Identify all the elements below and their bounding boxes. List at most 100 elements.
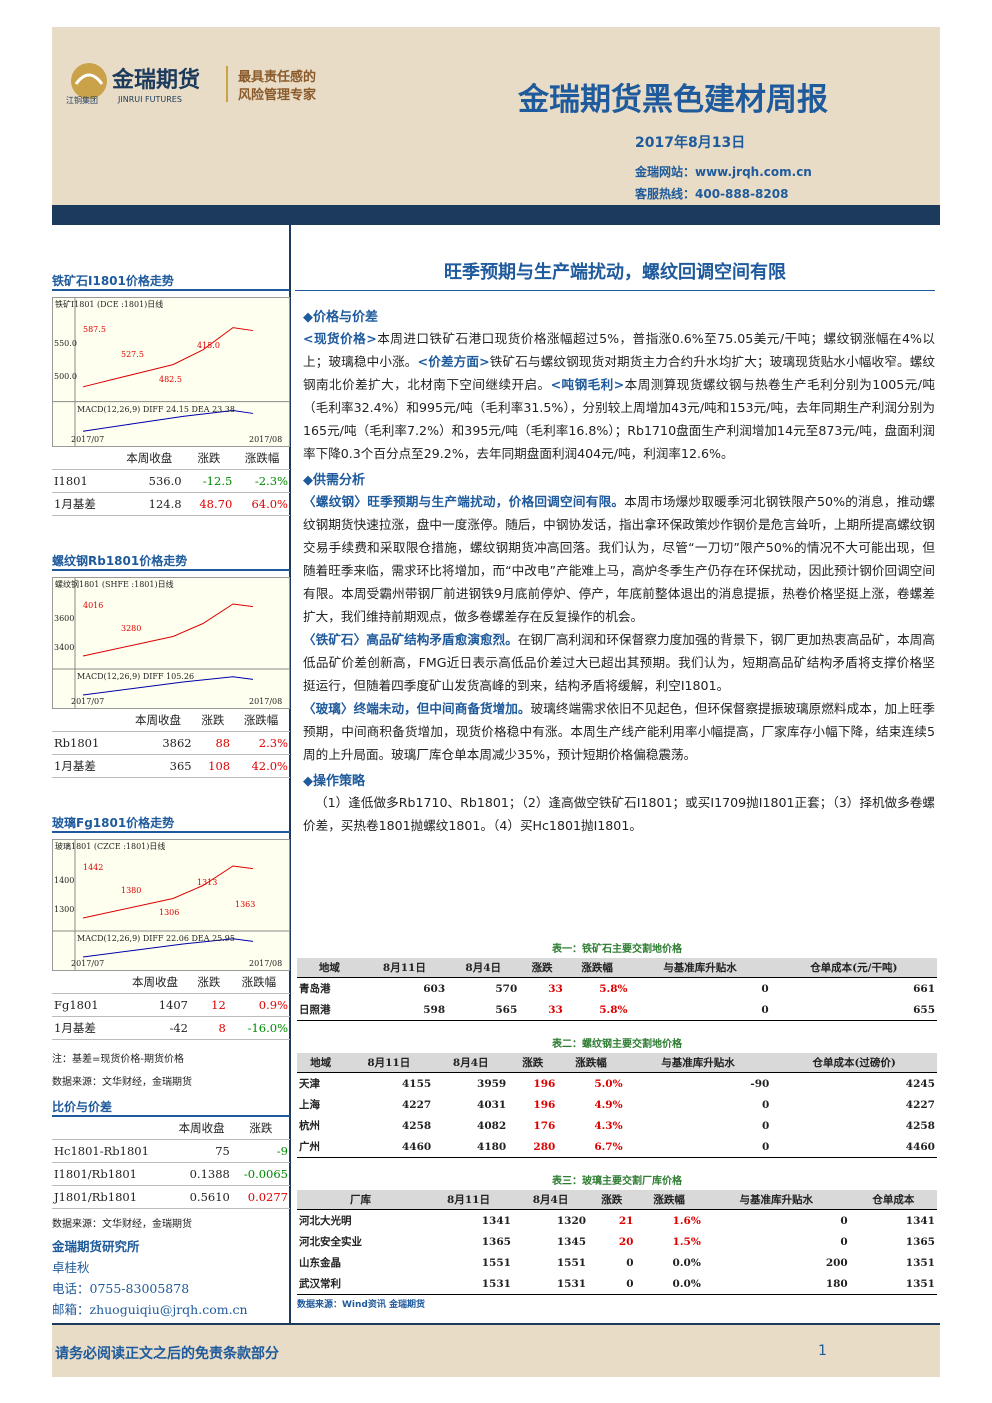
data-table: 厂库 8月11日 8月4日 涨跌 涨跌幅 与基准库升贴水 仓单成本 河北大光明 1341 1320…	[297, 1190, 937, 1295]
cell: 196	[533, 1077, 556, 1090]
text: 玻璃终端需求依旧不见起色，但环保督察提振玻璃原燃料成本，加上旺季预期，中间商积备…	[303, 701, 936, 762]
row: 河北大光明 1341 1320 21 1.6% 0 1341	[297, 1210, 937, 1232]
date: 2017年8月13日	[635, 135, 746, 151]
cell: 200	[825, 1256, 848, 1269]
cell: 0	[588, 1273, 636, 1295]
panel-title: 螺纹钢Rb1801价格走势	[52, 552, 290, 571]
cell: 661	[913, 982, 935, 995]
column-header: 8月11日	[344, 1053, 434, 1073]
cell: 33	[519, 999, 565, 1021]
text: （1）逢低做多Rb1710、Rb1801；（2）逢高做空铁矿石I1801；或买I…	[303, 795, 935, 833]
column-header: 仓单成本	[849, 1190, 937, 1210]
cell: 1365	[905, 1235, 935, 1248]
cell: 108	[193, 754, 233, 778]
cell: 536.0	[114, 469, 184, 493]
column-header: 仓单成本(元/干吨)	[770, 958, 937, 978]
value-label: 1313	[197, 877, 218, 887]
cell: 1531	[512, 1273, 589, 1295]
emphasis: 〈玻璃〉终端未动，但中间商备货增加。	[303, 701, 531, 716]
cell: 武汉常利	[297, 1273, 425, 1295]
column-header: 涨跌幅	[227, 971, 290, 994]
date-label: 2017/08	[249, 959, 283, 968]
cell: 42.0%	[232, 754, 290, 778]
chart-lines	[53, 578, 289, 708]
logo-name: 金瑞期货	[112, 68, 201, 93]
header-row: 地域 8月11日 8月4日 涨跌 涨跌幅 与基准库升贴水 仓单成本(过磅价)	[297, 1053, 937, 1073]
header-row: 本周收盘 涨跌 涨跌幅	[52, 709, 290, 732]
cell: 5.8%	[564, 999, 630, 1021]
cell: 1320	[556, 1214, 587, 1227]
row: 杭州 4258 4082 176 4.3% 0 4258	[297, 1115, 937, 1136]
emphasis: <价差方面>	[417, 354, 490, 369]
date-label: 2017/07	[71, 959, 105, 968]
logo-parent: 江铜集团	[66, 96, 98, 105]
report-title: 金瑞期货黑色建材周报	[518, 82, 828, 118]
cell: 0	[624, 1136, 772, 1158]
text: 本周市场爆炒取暖季河北钢铁限产50%的消息，推动螺纹钢期货快速拉涨，盘中一度涨停…	[303, 494, 935, 624]
cell: 1365	[481, 1235, 511, 1248]
cell: 天津	[299, 1078, 320, 1090]
cell: 8	[190, 1016, 228, 1040]
cell: 广州	[297, 1136, 345, 1158]
cell: 4258	[905, 1119, 935, 1132]
table-caption: 表一：铁矿石主要交割地价格	[552, 944, 682, 955]
y-tick-label: 3600	[54, 614, 75, 624]
cell: 5.8%	[599, 982, 628, 995]
cell: 280	[508, 1136, 558, 1158]
panel: 玻璃Fg1801价格走势 玻璃1801 (CZCE :1801)日线 1400 130…	[52, 814, 290, 1040]
header-row: 本周收盘 涨跌	[52, 1117, 290, 1140]
row: 武汉常利 1531 1531 0 0.0% 180 1351	[297, 1273, 937, 1295]
value-label: 527.5	[121, 349, 144, 359]
cell: J1801/Rb1801	[52, 1185, 172, 1209]
hotline: 客服热线：400-888-8208	[635, 187, 789, 201]
column-header: 涨跌幅	[635, 1190, 703, 1210]
row: 青岛港 603 570 33 5.8% 0 661	[297, 978, 937, 1000]
cell: 180	[702, 1273, 850, 1295]
row: I1801/Rb1801 0.1388 -0.0065	[52, 1162, 290, 1186]
cell: -16.0%	[227, 1016, 290, 1040]
column-header: 涨跌	[183, 447, 235, 470]
cell: 1月基差	[52, 754, 123, 778]
column-header: 涨跌	[193, 709, 233, 732]
data-table: 地域 8月11日 8月4日 涨跌 涨跌幅 与基准库升贴水 仓单成本(元/干吨) 青岛港 603 5…	[297, 958, 937, 1021]
table-source: 数据来源：Wind资讯 金瑞期货	[297, 1300, 425, 1310]
note: 数据来源：文华财经，金瑞期货	[52, 1077, 192, 1088]
sidebar: 铁矿石I1801价格走势 铁矿I1801 (DCE :1801)日线 550.0 50…	[52, 272, 290, 1372]
cell: 河北大光明	[299, 1215, 352, 1227]
cell: 1351	[905, 1256, 935, 1269]
column-header: 8月11日	[361, 958, 448, 978]
stat-table: 本周收盘 涨跌 Hc1801-Rb1801 75 -9 I1801/Rb1801 0.138…	[52, 1117, 290, 1209]
section-heading: ◆价格与价差	[303, 310, 378, 325]
panel-title: 比价与价差	[52, 1098, 290, 1117]
cell: 33	[548, 982, 563, 995]
cell: -9	[231, 1139, 290, 1163]
value-label: 3280	[121, 623, 142, 633]
cell: 0	[762, 1098, 770, 1111]
chart-lines	[53, 298, 289, 446]
contact: 卓桂秋	[52, 1260, 90, 1275]
cell: 0	[762, 1119, 770, 1132]
cell: -2.3%	[234, 469, 290, 493]
note: 数据来源：文华财经，金瑞期货	[52, 1219, 192, 1230]
cell	[52, 1117, 172, 1140]
cell: 1341	[905, 1214, 935, 1227]
column-header: 本周收盘	[120, 971, 191, 994]
cell: 176	[533, 1119, 556, 1132]
column-header: 涨跌	[508, 1053, 558, 1073]
cell: 青岛港	[299, 983, 331, 995]
column-header: 本周收盘	[114, 447, 184, 470]
cell: 655	[770, 999, 937, 1021]
row: 1月基差 -42 8 -16.0%	[52, 1016, 290, 1040]
column-header: 涨跌	[231, 1117, 290, 1140]
cell: 0	[629, 999, 771, 1021]
value-label: 1380	[121, 885, 142, 895]
date-label: 2017/07	[71, 697, 105, 706]
cell: -12.5	[183, 469, 235, 493]
column-header: 与基准库升贴水	[624, 1053, 772, 1073]
macd-label: MACD(12,26,9) DIFF 105.26	[77, 671, 195, 681]
cell: 0.5610	[171, 1185, 232, 1209]
cell: 1.5%	[672, 1235, 701, 1248]
paragraph: 〈螺纹钢〉旺季预期与生产端扰动，价格回调空间有限。本周市场爆炒取暖季河北钢铁限产…	[303, 490, 935, 628]
cell: -0.0065	[231, 1162, 290, 1186]
